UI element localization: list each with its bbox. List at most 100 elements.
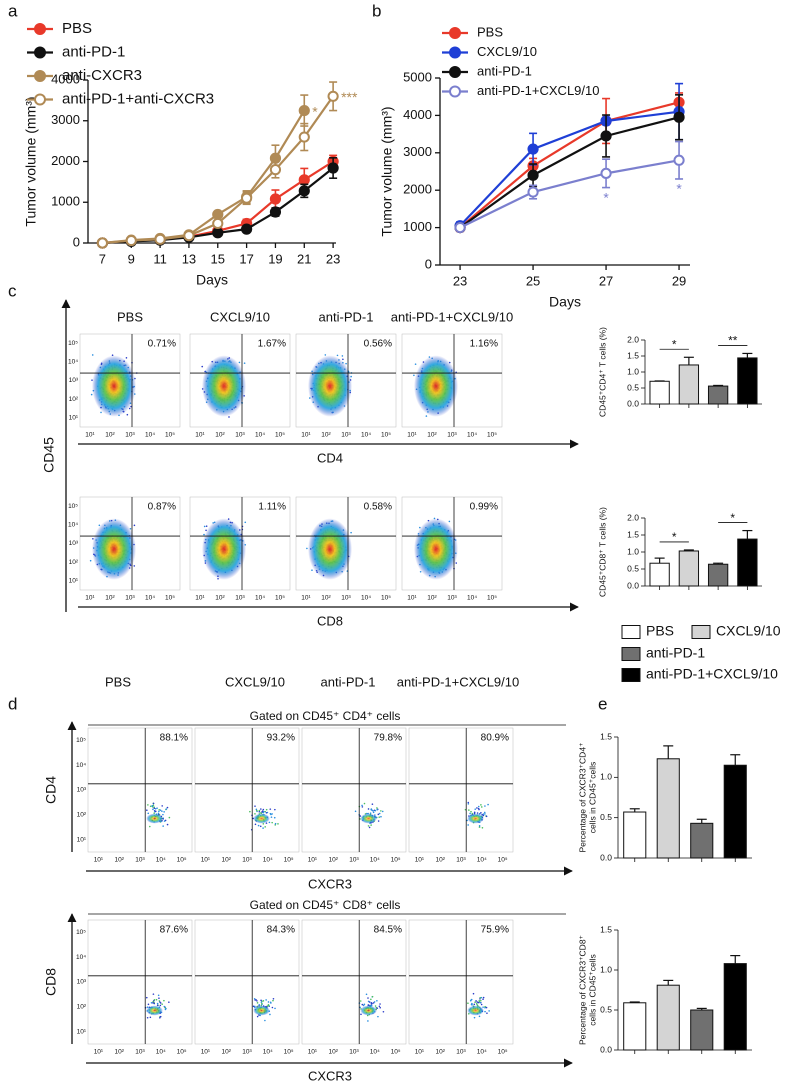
event-dot xyxy=(156,1002,159,1005)
event-dot xyxy=(256,1002,259,1004)
event-dot xyxy=(203,525,206,528)
y-tick-label: 1.5 xyxy=(627,529,639,539)
event-dot xyxy=(150,1002,153,1004)
event-dot xyxy=(261,811,263,813)
y-tick-label: 10¹ xyxy=(77,1028,87,1035)
y-tick-label: 10⁵ xyxy=(76,737,86,744)
event-dot xyxy=(153,807,156,810)
event-dot xyxy=(480,806,483,808)
event-dot xyxy=(377,813,380,816)
event-dot xyxy=(473,1003,476,1006)
event-dot xyxy=(380,815,382,818)
event-dot xyxy=(261,1002,263,1005)
event-dot xyxy=(480,996,483,999)
event-dot xyxy=(487,803,489,806)
event-dot xyxy=(254,805,256,807)
x-tick-label: 10¹ xyxy=(308,1049,318,1056)
x-tick-label: 10³ xyxy=(456,857,466,864)
event-dot xyxy=(361,806,364,808)
event-dot xyxy=(147,1003,150,1006)
event-dot xyxy=(165,1007,167,1010)
data-point xyxy=(241,192,253,204)
error-bar xyxy=(663,979,674,986)
plot-frame xyxy=(194,919,300,1045)
gate-percentage: 0.87% xyxy=(148,502,176,513)
x-tick-label: 10¹ xyxy=(195,432,205,439)
column-title: anti-PD-1+CXCL9/10 xyxy=(391,309,513,324)
y-tick-label: 2000 xyxy=(403,182,432,197)
event-dot xyxy=(370,1002,373,1004)
column-title: CXCL9/10 xyxy=(210,309,270,324)
event-dot xyxy=(228,416,230,418)
legend-swatch xyxy=(621,625,641,639)
event-dot xyxy=(126,413,129,416)
data-point xyxy=(298,104,310,117)
event-dot xyxy=(166,823,169,826)
bar xyxy=(678,364,700,405)
event-dot xyxy=(363,1003,366,1006)
event-dot xyxy=(158,1000,161,1002)
event-dot xyxy=(373,1001,376,1003)
significance: * xyxy=(603,189,609,205)
event-dot xyxy=(243,362,246,364)
x-tick-label: 10⁴ xyxy=(467,595,477,602)
plot-frame xyxy=(87,727,193,853)
event-dot xyxy=(372,1002,375,1004)
x-tick-label: 10¹ xyxy=(415,1049,425,1056)
event-dot xyxy=(156,807,158,809)
x-tick-label: 10⁴ xyxy=(145,595,155,602)
event-dot xyxy=(133,524,136,527)
event-dot xyxy=(260,999,262,1002)
event-dot xyxy=(269,812,272,815)
data-point xyxy=(154,233,166,245)
event-dot xyxy=(272,999,274,1002)
bar xyxy=(723,963,747,1051)
event-dot xyxy=(367,997,369,999)
legend-label: PBS xyxy=(477,24,503,39)
event-dot xyxy=(153,999,156,1001)
bar xyxy=(690,1009,714,1051)
x-tick-label: 10¹ xyxy=(85,432,95,439)
event-dot xyxy=(254,823,257,826)
significance: *** xyxy=(341,89,358,105)
event-dot xyxy=(359,815,362,817)
y-axis-title: Tumor volume (mm³) xyxy=(23,96,39,226)
y-tick-label: 1.0 xyxy=(627,366,639,376)
event-dot xyxy=(163,811,165,813)
x-tick-label: 10³ xyxy=(235,595,245,602)
gate-percentage: 0.99% xyxy=(470,502,498,513)
event-dot xyxy=(266,1005,269,1008)
x-tick-label: 11 xyxy=(153,251,167,266)
event-dot xyxy=(277,823,279,825)
data-point xyxy=(241,223,253,235)
data-point xyxy=(527,169,539,181)
gate-percentage: 88.1% xyxy=(160,733,188,744)
bar xyxy=(656,984,680,1051)
plot-frame xyxy=(301,727,407,853)
y-tick-label: 10³ xyxy=(77,979,87,986)
event-dot xyxy=(377,820,380,822)
event-dot xyxy=(152,1002,154,1004)
x-tick-label: 10² xyxy=(221,1049,231,1056)
event-dot xyxy=(425,415,428,417)
event-dot xyxy=(370,808,373,810)
x-tick-label: 10⁴ xyxy=(263,1049,273,1056)
data-point xyxy=(212,208,224,221)
x-tick-label: 10⁵ xyxy=(275,595,285,602)
event-dot xyxy=(359,1006,361,1009)
event-dot xyxy=(478,825,481,827)
event-dot xyxy=(371,803,374,805)
event-dot xyxy=(477,807,480,810)
event-dot xyxy=(474,808,477,810)
event-dot xyxy=(152,802,155,805)
x-tick-label: 10⁴ xyxy=(467,432,477,439)
event-dot xyxy=(485,815,488,818)
column-title: anti-PD-1 xyxy=(321,674,376,689)
legend-label: anti-CXCR3 xyxy=(62,67,142,84)
event-dot xyxy=(262,810,265,813)
event-dot xyxy=(162,825,164,827)
x-tick-label: 10⁴ xyxy=(361,432,371,439)
y-tick-label: 10⁵ xyxy=(68,503,78,510)
y-tick-label: 10⁴ xyxy=(68,359,78,366)
